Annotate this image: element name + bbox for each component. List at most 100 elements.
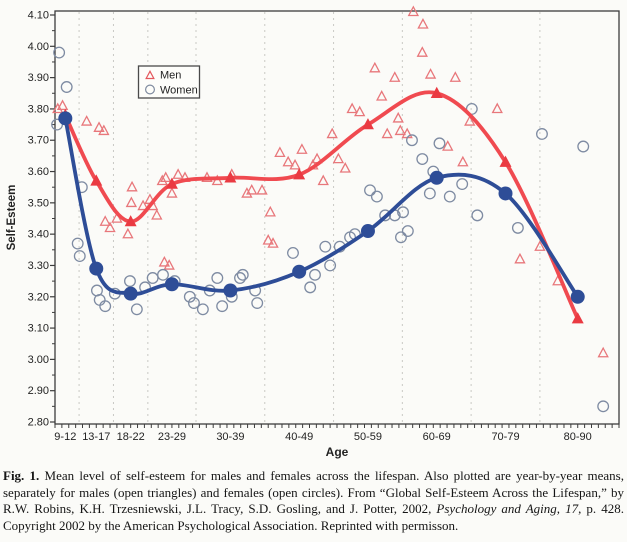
legend-men-icon — [145, 70, 155, 80]
women-yearly-point — [183, 290, 196, 303]
women-yearly-point — [304, 281, 317, 294]
y-tick-label: 2.90 — [28, 385, 49, 397]
legend-men-label: Men — [160, 70, 181, 82]
women-mean-marker — [223, 283, 238, 298]
men-yearly-point — [339, 162, 351, 173]
y-tick-label: 4.10 — [28, 10, 49, 22]
men-mean-marker — [224, 171, 237, 183]
women-yearly-point — [324, 259, 337, 272]
y-tick-label: 3.30 — [28, 260, 49, 272]
men-yearly-point — [369, 61, 381, 73]
y-axis-title: Self-Esteem — [6, 185, 18, 251]
women-yearly-point — [319, 240, 332, 253]
men-yearly-point — [264, 205, 276, 217]
men-yearly-point — [389, 71, 401, 82]
women-mean-marker — [164, 277, 179, 292]
y-tick-label: 2.80 — [28, 417, 49, 429]
men-yearly-point — [354, 105, 366, 117]
figure-caption: Fig. 1. Mean level of self-esteem for ma… — [0, 466, 627, 534]
women-mean-marker — [89, 261, 104, 276]
y-tick-label: 3.40 — [28, 229, 49, 241]
women-yearly-point — [577, 140, 590, 153]
men-yearly-point — [158, 255, 171, 267]
men-mean-marker — [124, 215, 137, 227]
x-tick-label: 50-59 — [354, 431, 382, 443]
women-yearly-point — [53, 46, 66, 59]
men-yearly-point — [267, 237, 279, 248]
men-yearly-point — [262, 234, 274, 245]
y-tick-label: 3.20 — [28, 291, 49, 303]
women-mean-marker — [292, 264, 307, 279]
women-yearly-point — [234, 272, 246, 284]
women-mean-line — [63, 116, 580, 299]
x-tick-label: 30-39 — [216, 431, 244, 443]
y-tick-label: 3.50 — [28, 197, 49, 209]
women-yearly-point — [597, 400, 610, 413]
y-tick-label: 3.70 — [28, 135, 49, 147]
men-yearly-point — [93, 121, 105, 132]
women-yearly-point — [99, 300, 112, 313]
x-tick-label: 18-22 — [117, 431, 145, 443]
women-yearly-point — [443, 190, 456, 203]
men-yearly-point — [346, 102, 358, 114]
caption-segment-2: Psychology and Aging, 17 — [436, 501, 579, 516]
caption-segment-3: , p. 428. Copyright 2002 by the American… — [3, 501, 624, 533]
self-esteem-chart: 4.10 4.00 3.90 3.80 3.70 3.60 3.50 3.40 3.30 3.20… — [6, 5, 620, 459]
men-yearly-point — [296, 143, 308, 154]
women-yearly-point — [423, 187, 436, 200]
women-mean-marker — [123, 286, 138, 301]
x-tick-label: 60-69 — [423, 431, 451, 443]
men-mean-line — [63, 90, 580, 321]
women-yearly-point — [196, 303, 209, 316]
women-yearly-point — [93, 293, 106, 306]
women-yearly-point — [157, 268, 169, 281]
men-mean-marker — [361, 118, 374, 130]
men-mean-marker — [293, 168, 306, 180]
women-yearly-point — [187, 297, 200, 309]
men-mean-marker — [90, 174, 103, 186]
men-yearly-point — [246, 183, 258, 195]
men-yearly-point — [104, 221, 116, 233]
x-tick-label: 80-90 — [564, 431, 592, 443]
men-yearly-point — [241, 187, 253, 198]
women-mean-marker — [498, 186, 513, 201]
men-yearly-point — [282, 155, 294, 167]
men-yearly-point — [98, 124, 110, 136]
men-yearly-point — [464, 115, 476, 126]
men-yearly-point — [122, 227, 134, 239]
women-mean-marker — [58, 111, 73, 126]
men-yearly-point — [416, 46, 428, 57]
men-yearly-point — [457, 155, 469, 167]
men-yearly-point — [99, 215, 111, 226]
men-yearly-point — [126, 180, 138, 192]
men-yearly-point — [491, 102, 503, 114]
y-tick-label: 3.10 — [28, 323, 49, 335]
women-yearly-point — [364, 184, 376, 197]
men-yearly-point — [442, 140, 454, 151]
women-yearly-point — [309, 268, 321, 281]
men-yearly-point — [417, 18, 429, 29]
men-yearly-point — [332, 152, 345, 164]
men-yearly-point — [160, 171, 172, 183]
men-yearly-point — [449, 71, 461, 82]
men-yearly-point — [407, 5, 420, 17]
men-yearly-point — [534, 240, 546, 251]
men-yearly-point — [597, 346, 609, 358]
legend-women-icon — [145, 84, 156, 95]
men-yearly-point — [80, 115, 93, 126]
y-tick-label: 3.60 — [28, 166, 49, 178]
women-yearly-point — [124, 275, 136, 288]
women-yearly-point — [471, 209, 484, 222]
x-axis-title: Age — [326, 445, 349, 459]
women-yearly-point — [536, 128, 548, 140]
women-yearly-point — [251, 297, 264, 309]
x-tick-label: 70-79 — [491, 431, 519, 443]
men-yearly-point — [151, 208, 163, 220]
men-yearly-point — [392, 111, 404, 123]
women-yearly-point — [211, 272, 224, 284]
women-yearly-point — [379, 209, 392, 222]
men-yearly-point — [514, 252, 526, 264]
men-mean-marker — [430, 86, 443, 98]
men-yearly-point — [289, 158, 301, 170]
men-yearly-point — [381, 127, 393, 139]
